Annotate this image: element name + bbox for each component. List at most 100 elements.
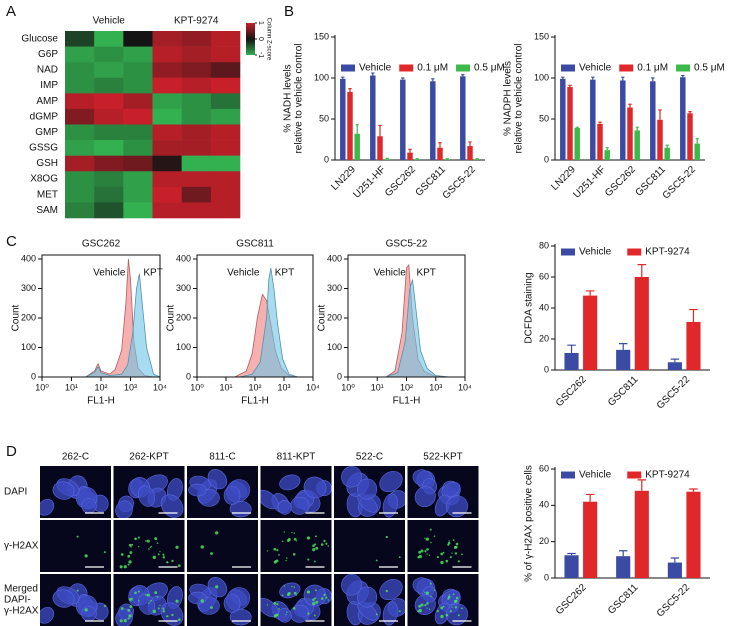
heatmap-cell — [181, 171, 212, 188]
nucleus — [303, 584, 327, 607]
focus — [146, 539, 150, 543]
nucleus — [303, 476, 327, 499]
focus — [273, 601, 277, 605]
focus — [286, 611, 288, 613]
legend-swatch — [561, 248, 575, 256]
focus — [429, 528, 432, 531]
y-axis-label: Count — [166, 304, 177, 331]
focus — [129, 551, 133, 554]
y-tick-label: 0 — [544, 572, 549, 582]
heatmap-cell — [94, 186, 124, 203]
colorbar-tick-label: 0 — [257, 37, 264, 41]
heatmap-cell — [210, 46, 241, 63]
y-tick-label: 60 — [539, 463, 549, 473]
heatmap-cell — [94, 171, 124, 188]
bar — [354, 133, 360, 160]
bar — [564, 555, 579, 578]
focus — [84, 608, 88, 612]
heatmap-cell — [94, 46, 124, 63]
legend-label: 0.5 μM — [474, 63, 505, 74]
error-bar — [567, 552, 576, 556]
focus — [448, 540, 450, 542]
focus — [276, 549, 279, 552]
y-axis-label: % NADH levels — [283, 64, 294, 132]
focus — [307, 612, 310, 615]
micrograph — [187, 466, 258, 518]
micrograph — [113, 574, 185, 626]
heatmap-cell — [94, 31, 124, 47]
y-tick-label: 40 — [539, 302, 549, 312]
micrograph — [40, 574, 111, 626]
row-label: SAM — [36, 205, 58, 216]
y-tick-label: 0 — [544, 154, 549, 164]
focus — [127, 608, 131, 612]
heatmap-cell — [65, 140, 95, 156]
bar — [467, 146, 473, 160]
focus — [418, 604, 422, 608]
heatmap-cell — [152, 62, 182, 79]
heatmap-cell — [123, 140, 153, 156]
focus — [442, 605, 445, 608]
heatmap-cell — [210, 171, 241, 188]
heatmap-cell — [123, 155, 153, 172]
focus — [177, 618, 181, 622]
colorbar-tick-label: 1 — [257, 21, 264, 25]
nucleus — [277, 500, 292, 515]
y-axis-label: relative to vehicle control — [294, 43, 305, 153]
heatmap-cell — [94, 62, 124, 79]
heatmap-cell — [181, 155, 212, 172]
focus — [314, 589, 317, 592]
panel-label: D — [6, 443, 17, 460]
x-tick-label: 10⁰ — [341, 382, 355, 392]
focus — [447, 595, 451, 599]
nucleus — [341, 574, 362, 596]
y-tick-label: 200 — [21, 312, 36, 322]
focus — [128, 543, 132, 547]
bar — [407, 152, 413, 160]
focus — [425, 537, 430, 541]
focus — [159, 550, 161, 553]
bar — [627, 107, 633, 160]
legend-label: KPT-9274 — [645, 247, 690, 258]
row-label: GSSG — [29, 143, 58, 154]
x-tick-label: 10⁰ — [35, 382, 49, 392]
focus — [442, 551, 445, 554]
x-tick-label: 10¹ — [371, 382, 384, 392]
focus — [275, 559, 279, 563]
focus — [314, 597, 317, 600]
error-bar — [355, 124, 359, 134]
focus — [156, 596, 159, 598]
focus — [119, 565, 123, 569]
x-tick-label: 10² — [400, 382, 413, 392]
error-bar — [438, 142, 442, 148]
focus — [162, 553, 165, 556]
x-tick-label: GSC811 — [606, 374, 641, 409]
nucleus — [40, 606, 55, 624]
focus — [306, 536, 311, 540]
y-tick-label: 0 — [337, 371, 342, 381]
nucleus — [188, 483, 207, 497]
focus — [134, 537, 137, 541]
y-tick-label: 20 — [539, 333, 549, 343]
focus — [457, 614, 460, 617]
histogram-area — [239, 267, 298, 378]
nucleus — [445, 495, 468, 518]
focus — [440, 552, 444, 556]
nucleus — [137, 593, 155, 615]
row-label: DAPI- — [4, 595, 31, 606]
heatmap-cell — [123, 202, 153, 219]
focus — [307, 558, 310, 561]
focus — [449, 556, 452, 559]
focus — [131, 543, 134, 546]
focus — [426, 602, 429, 605]
error-bar — [371, 72, 375, 76]
x-tick-label: GSC262 — [603, 164, 638, 199]
x-axis-label: FL1-H — [87, 396, 115, 407]
bar — [597, 123, 603, 160]
heatmap-cell — [152, 202, 182, 219]
error-bar — [585, 493, 595, 502]
heatmap-cell — [94, 202, 124, 219]
focus — [291, 531, 293, 534]
x-tick-label: 10³ — [429, 382, 442, 392]
